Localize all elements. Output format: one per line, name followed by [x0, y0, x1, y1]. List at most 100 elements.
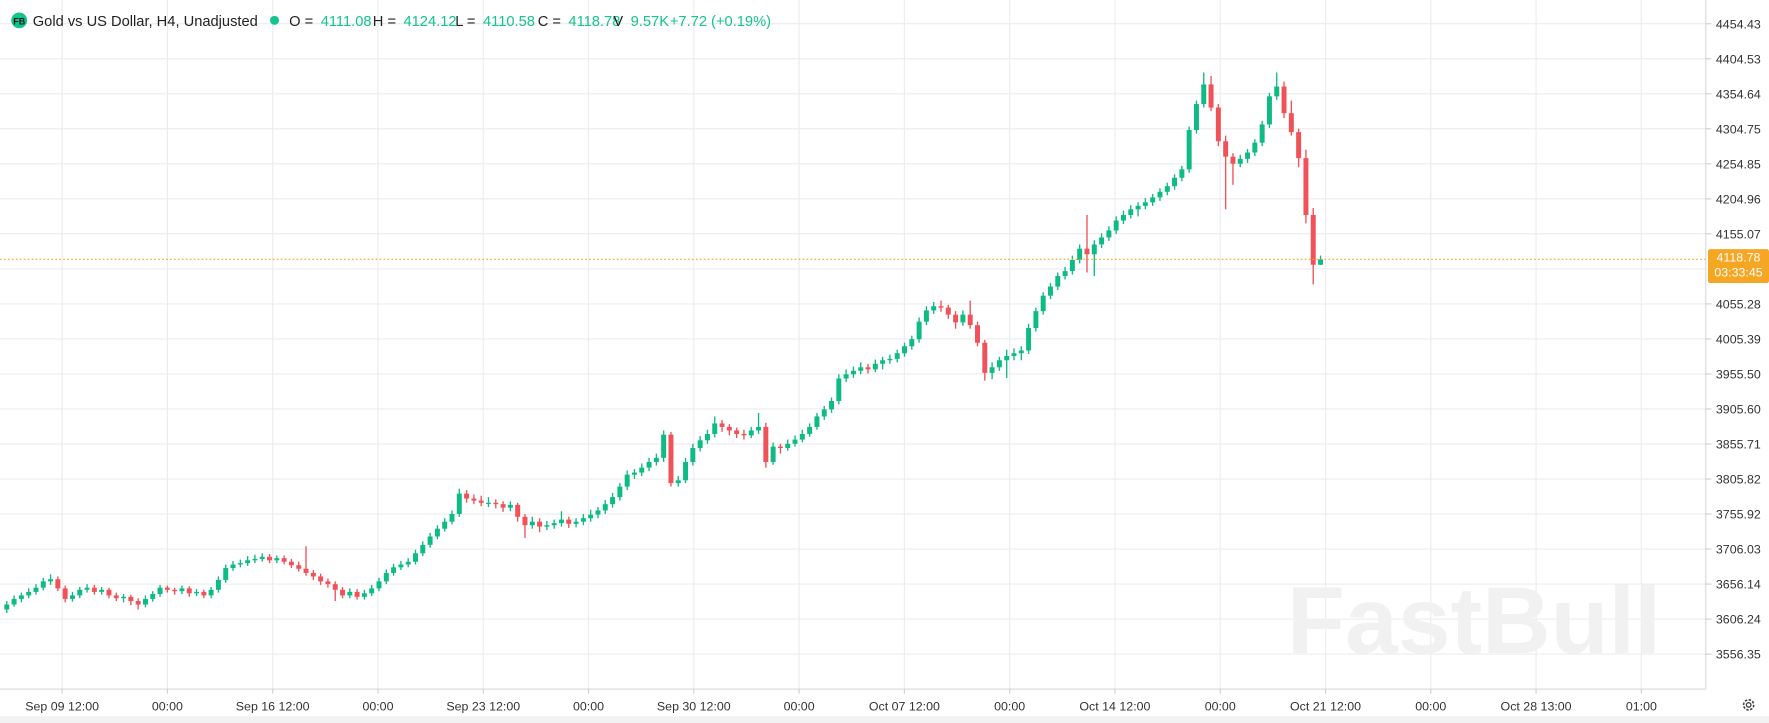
candle-body — [734, 430, 740, 434]
candle-body — [186, 588, 192, 594]
candle — [894, 349, 900, 363]
candle-body — [325, 581, 331, 585]
candle — [1011, 348, 1017, 361]
time-tick-label: 00:00 — [152, 700, 183, 714]
candle — [179, 585, 185, 594]
candle-body — [1186, 130, 1192, 170]
candle — [1048, 283, 1053, 300]
candle-body — [953, 314, 959, 323]
candle — [653, 453, 659, 466]
candle — [1077, 244, 1083, 264]
candle-body — [288, 561, 294, 566]
price-axis[interactable]: 4454.43 4404.53 4354.64 4304.75 4254.85 4204.… — [1705, 17, 1761, 662]
candle-body — [646, 462, 652, 468]
candle — [442, 518, 448, 532]
candle-body — [164, 587, 170, 590]
candle — [1106, 226, 1112, 241]
time-tick-label: Oct 14 12:00 — [1079, 700, 1150, 714]
candle-body — [653, 457, 659, 463]
candle — [566, 516, 572, 529]
candle-body — [807, 426, 813, 434]
candle — [281, 555, 287, 565]
candle-body — [1106, 230, 1112, 238]
candle-body — [1062, 271, 1068, 277]
candle — [865, 363, 871, 374]
candle — [1018, 346, 1024, 361]
candle — [683, 457, 689, 484]
candle — [697, 436, 703, 452]
candle-body — [770, 446, 776, 463]
candle-body — [18, 595, 24, 599]
candle — [164, 585, 170, 593]
candle — [931, 302, 937, 314]
candle — [843, 369, 849, 383]
candle — [471, 494, 477, 505]
candle — [398, 561, 404, 571]
candle-body — [843, 374, 849, 379]
candle-body — [128, 596, 134, 602]
candle — [62, 585, 68, 603]
candle-body — [486, 502, 491, 504]
candle — [391, 563, 397, 576]
candle-body — [872, 363, 878, 370]
candle — [48, 574, 54, 585]
candle — [748, 426, 754, 439]
candle — [405, 558, 411, 568]
candle-body — [1237, 158, 1243, 164]
price-tick-label: 3606.24 — [1716, 613, 1761, 627]
candle-body — [369, 588, 375, 594]
candle-body — [55, 579, 61, 589]
candle-body — [478, 500, 484, 503]
candle-body — [683, 462, 689, 481]
candle-body — [529, 521, 535, 526]
candle-body — [201, 591, 207, 596]
candle-body — [33, 587, 39, 592]
candle-body — [420, 544, 426, 554]
candle — [361, 589, 367, 600]
candle — [1186, 126, 1192, 173]
candle-body — [880, 360, 886, 364]
candle — [456, 488, 462, 517]
candle — [989, 362, 995, 380]
candle — [1208, 75, 1214, 112]
candle-body — [252, 558, 258, 561]
candle-body — [113, 595, 119, 599]
candle — [1288, 100, 1294, 136]
candle-body — [354, 591, 360, 597]
candle — [588, 509, 594, 522]
candle-body — [310, 572, 316, 577]
candle-body — [785, 443, 791, 448]
candle-body — [704, 433, 710, 441]
candle — [1062, 266, 1068, 280]
bar-countdown: 03:33:45 — [1714, 265, 1762, 279]
candle-body — [558, 519, 564, 524]
candle-body — [756, 426, 762, 431]
candle — [245, 556, 251, 566]
price-tick-label: 4204.96 — [1716, 192, 1761, 206]
market-open-dot — [269, 15, 280, 25]
candle — [223, 564, 229, 583]
candle-body — [500, 504, 506, 508]
candle-body — [712, 423, 718, 434]
candle — [580, 513, 586, 526]
candle — [267, 553, 273, 564]
candle-body — [1099, 237, 1105, 245]
symbol-title[interactable]: Gold vs US Dollar, H4, Unadjusted — [33, 14, 258, 30]
candle-body — [11, 598, 17, 605]
candle-body — [537, 521, 543, 527]
close-value: 4118.78 — [568, 14, 620, 30]
candle — [975, 321, 980, 347]
candle — [610, 492, 616, 508]
candle — [1193, 100, 1199, 134]
candle — [121, 593, 127, 603]
candle-body — [1318, 259, 1324, 265]
time-axis[interactable]: Sep 09 12:00 00:00 Sep 16 12:00 00:00 Sep 23… — [25, 689, 1657, 714]
candle-body — [230, 564, 236, 569]
candle — [347, 588, 353, 599]
candle-body — [617, 486, 623, 498]
candle — [515, 502, 521, 522]
gear-icon[interactable] — [1742, 699, 1755, 711]
price-tick-label: 4005.39 — [1716, 332, 1761, 346]
candle — [26, 588, 32, 599]
